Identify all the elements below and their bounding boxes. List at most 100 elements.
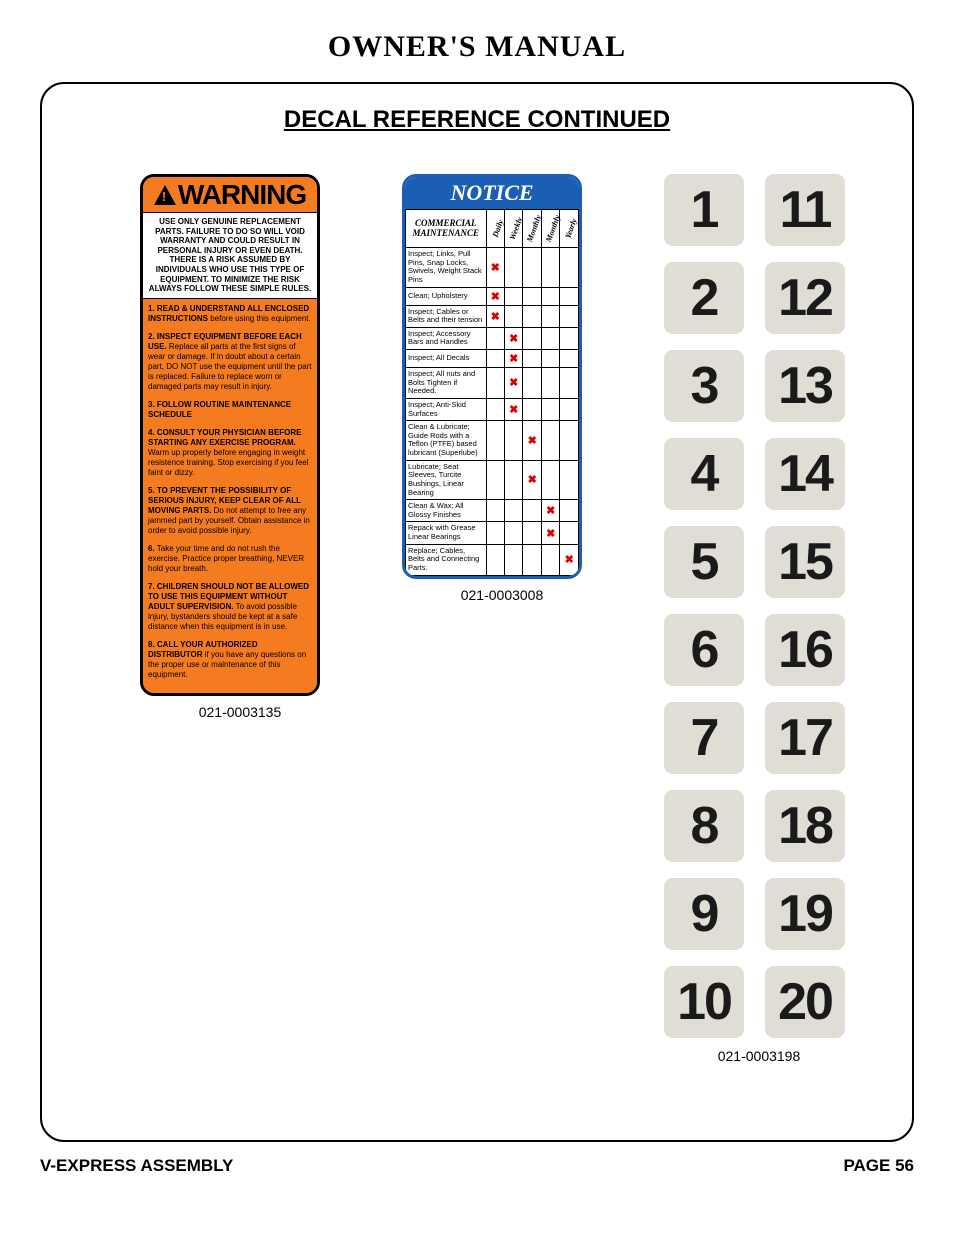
number-tile: 1 bbox=[664, 174, 744, 246]
notice-mark-cell bbox=[541, 350, 559, 368]
notice-row: Inspect; Accessory Bars and Handles✖ bbox=[406, 327, 579, 349]
notice-mark-cell: ✖ bbox=[523, 421, 541, 461]
notice-mark-cell bbox=[505, 305, 523, 327]
warning-triangle-icon bbox=[154, 185, 176, 205]
notice-mark-cell bbox=[560, 500, 579, 522]
warning-header: WARNING bbox=[143, 177, 317, 213]
notice-row: Clean & Lubricate; Guide Rods with a Tef… bbox=[406, 421, 579, 461]
number-tile: 19 bbox=[765, 878, 845, 950]
notice-mark-cell bbox=[523, 248, 541, 288]
notice-row: Inspect; All nuts and Bolts Tighten if N… bbox=[406, 368, 579, 399]
notice-task-cell: Inspect; Anti-Skid Surfaces bbox=[406, 398, 487, 420]
notice-mark-cell bbox=[541, 327, 559, 349]
notice-row: Clean; Upholstery✖ bbox=[406, 287, 579, 305]
notice-mark-cell bbox=[541, 544, 559, 575]
notice-mark-cell bbox=[486, 421, 504, 461]
number-tile: 9 bbox=[664, 878, 744, 950]
notice-task-cell: Inspect; Accessory Bars and Handles bbox=[406, 327, 487, 349]
numbers-part-number: 021-0003198 bbox=[664, 1048, 854, 1064]
notice-mark-cell bbox=[523, 368, 541, 399]
notice-mark-cell bbox=[560, 327, 579, 349]
number-tile: 10 bbox=[664, 966, 744, 1038]
notice-mark-cell bbox=[486, 368, 504, 399]
number-tile: 7 bbox=[664, 702, 744, 774]
notice-decal: NOTICE COMMERCIAL MAINTENANCE Daily Week… bbox=[402, 174, 582, 579]
warning-intro: USE ONLY GENUINE REPLACEMENT PARTS. FAIL… bbox=[143, 213, 317, 299]
notice-task-cell: Lubricate; Seat Sleeves, Turcite Bushing… bbox=[406, 460, 487, 500]
notice-mark-cell: ✖ bbox=[505, 398, 523, 420]
number-tile: 17 bbox=[765, 702, 845, 774]
notice-mark-cell bbox=[505, 544, 523, 575]
notice-task-cell: Repack with Grease Linear Bearings bbox=[406, 522, 487, 544]
notice-mark-cell bbox=[541, 368, 559, 399]
number-grid: 1112123134145156167178189191020 bbox=[664, 174, 854, 1038]
notice-col-weekly: Weekly bbox=[505, 210, 523, 248]
notice-mark-cell bbox=[541, 460, 559, 500]
notice-row: Inspect; Links, Pull Pins, Snap Locks, S… bbox=[406, 248, 579, 288]
notice-mark-cell: ✖ bbox=[486, 248, 504, 288]
notice-mark-cell bbox=[541, 248, 559, 288]
notice-mark-cell: ✖ bbox=[560, 544, 579, 575]
notice-mark-cell bbox=[505, 500, 523, 522]
footer-right: PAGE 56 bbox=[843, 1156, 914, 1176]
notice-mark-cell: ✖ bbox=[541, 500, 559, 522]
notice-task-cell: Clean; Upholstery bbox=[406, 287, 487, 305]
notice-mark-cell bbox=[505, 522, 523, 544]
notice-mark-cell bbox=[505, 460, 523, 500]
notice-task-cell: Inspect; Cables or Belts and their tensi… bbox=[406, 305, 487, 327]
notice-mark-cell bbox=[560, 398, 579, 420]
notice-row: Inspect; Anti-Skid Surfaces ✖ bbox=[406, 398, 579, 420]
notice-mark-cell bbox=[486, 398, 504, 420]
notice-mark-cell bbox=[486, 350, 504, 368]
number-tile: 12 bbox=[765, 262, 845, 334]
number-tile: 5 bbox=[664, 526, 744, 598]
notice-row: Inspect; All Decals✖ bbox=[406, 350, 579, 368]
notice-mark-cell: ✖ bbox=[505, 368, 523, 399]
content-frame: DECAL REFERENCE CONTINUED WARNING USE ON… bbox=[40, 82, 914, 1142]
page-footer: V-EXPRESS ASSEMBLY PAGE 56 bbox=[40, 1156, 914, 1176]
notice-mark-cell: ✖ bbox=[486, 287, 504, 305]
notice-mark-cell bbox=[560, 368, 579, 399]
decal-row: WARNING USE ONLY GENUINE REPLACEMENT PAR… bbox=[70, 174, 884, 1064]
notice-row: Lubricate; Seat Sleeves, Turcite Bushing… bbox=[406, 460, 579, 500]
notice-col-yearly: Yearly bbox=[560, 210, 579, 248]
notice-mark-cell bbox=[560, 305, 579, 327]
warning-body: 1. READ & UNDERSTAND ALL ENCLOSED INSTRU… bbox=[143, 299, 317, 693]
number-tile: 15 bbox=[765, 526, 845, 598]
warning-item: 3. FOLLOW ROUTINE MAINTENANCE SCHEDULE bbox=[148, 400, 312, 420]
warning-item: 8. CALL YOUR AUTHORIZED DISTRIBUTOR if y… bbox=[148, 640, 312, 680]
warning-item: 7. CHILDREN SHOULD NOT BE ALLOWED TO USE… bbox=[148, 582, 312, 632]
number-tile: 2 bbox=[664, 262, 744, 334]
warning-item: 6. Take your time and do not rush the ex… bbox=[148, 544, 312, 574]
section-title: DECAL REFERENCE CONTINUED bbox=[70, 106, 884, 134]
notice-mark-cell bbox=[505, 421, 523, 461]
notice-mark-cell: ✖ bbox=[505, 350, 523, 368]
number-tile: 20 bbox=[765, 966, 845, 1038]
notice-mark-cell bbox=[560, 460, 579, 500]
notice-mark-cell bbox=[523, 327, 541, 349]
notice-task-cell: Inspect; All nuts and Bolts Tighten if N… bbox=[406, 368, 487, 399]
notice-mark-cell bbox=[541, 398, 559, 420]
number-tile: 4 bbox=[664, 438, 744, 510]
notice-mark-cell bbox=[560, 287, 579, 305]
number-tile: 11 bbox=[765, 174, 845, 246]
notice-mark-cell bbox=[486, 522, 504, 544]
notice-mark-cell bbox=[560, 248, 579, 288]
warning-item: 2. INSPECT EQUIPMENT BEFORE EACH USE. Re… bbox=[148, 332, 312, 392]
number-tile: 13 bbox=[765, 350, 845, 422]
notice-row: Inspect; Cables or Belts and their tensi… bbox=[406, 305, 579, 327]
notice-header: NOTICE bbox=[405, 177, 579, 209]
notice-mark-cell bbox=[523, 350, 541, 368]
footer-left: V-EXPRESS ASSEMBLY bbox=[40, 1156, 233, 1176]
notice-mark-cell bbox=[523, 500, 541, 522]
notice-task-cell: Clean & Wax; All Glossy Finishes bbox=[406, 500, 487, 522]
notice-mark-cell bbox=[523, 287, 541, 305]
notice-col-daily: Daily bbox=[486, 210, 504, 248]
warning-part-number: 021-0003135 bbox=[140, 704, 340, 720]
number-tile: 14 bbox=[765, 438, 845, 510]
warning-item: 4. CONSULT YOUR PHYSICIAN BEFORE STARTIN… bbox=[148, 428, 312, 478]
notice-table: COMMERCIAL MAINTENANCE Daily Weekly Mont… bbox=[405, 209, 579, 576]
notice-mark-cell bbox=[560, 421, 579, 461]
notice-col-monthly1: Monthly bbox=[523, 210, 541, 248]
notice-row: Replace; Cables, Belts and Connecting Pa… bbox=[406, 544, 579, 575]
